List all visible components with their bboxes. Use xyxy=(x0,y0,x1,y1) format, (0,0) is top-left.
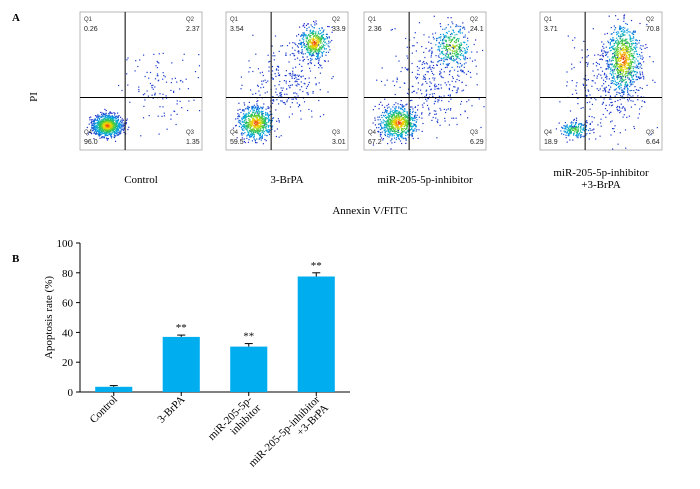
density-dots xyxy=(232,20,334,145)
flow-x-axis-label: Annexin V/FITC xyxy=(332,205,407,217)
flow-cytometry-plots: Q1 Q2 Q3 Q4 0.26 2.37 1.35 96.0 Control Q1 Q2 Q3 Q4 3… xyxy=(79,11,663,191)
quadrant-value-q2: 2.37 xyxy=(186,26,200,33)
flow-plot-label: miR-205-5p-inhibitor +3-BrPA xyxy=(553,167,649,191)
panel-a-letter: A xyxy=(12,12,20,24)
quadrant-value-q1: 3.71 xyxy=(544,26,558,33)
apoptosis-bar-chart: 0 20 40 60 80 100 Apoptosis rate (%) Control ** 3… xyxy=(43,238,350,478)
quadrant-name-q3: Q3 xyxy=(646,130,655,136)
flow-plot: Q1 Q2 Q3 Q4 0.26 2.37 1.35 96.0 Control xyxy=(79,11,203,186)
quadrant-value-q3: 6.64 xyxy=(646,139,660,146)
flow-plot: Q1 Q2 Q3 Q4 3.71 70.8 6.64 18.9 miR-205-5p-inhib… xyxy=(539,11,663,191)
quadrant-name-q3: Q3 xyxy=(186,130,195,136)
y-tick-label: 40 xyxy=(62,327,74,339)
significance-marker: ** xyxy=(243,331,254,343)
quadrant-value-q3: 1.35 xyxy=(186,139,200,146)
quadrant-value-q4: 59.5 xyxy=(230,139,244,146)
density-dots xyxy=(372,15,485,150)
quadrant-name-q2: Q2 xyxy=(332,17,341,23)
x-tick-label: miR-205-5p-inhibitor xyxy=(206,393,264,451)
flow-plot: Q1 Q2 Q3 Q4 2.36 24.1 6.29 67.2 miR-205-5p-inhib… xyxy=(363,11,487,186)
quadrant-value-q3: 3.01 xyxy=(332,139,346,146)
flow-plot-frame xyxy=(79,11,203,151)
quadrant-value-q1: 2.36 xyxy=(368,26,382,33)
quadrant-name-q4: Q4 xyxy=(230,130,239,136)
significance-marker: ** xyxy=(311,260,322,272)
flow-y-axis-label: PI xyxy=(28,92,40,102)
quadrant-name-q1: Q1 xyxy=(368,17,377,23)
flow-plot-frame xyxy=(539,11,663,151)
quadrant-value-q3: 6.29 xyxy=(470,139,484,146)
flow-plot-frame xyxy=(225,11,349,151)
quadrant-value-q2: 33.9 xyxy=(332,26,346,33)
quadrant-name-q4: Q4 xyxy=(544,130,553,136)
bar xyxy=(95,386,133,392)
bar xyxy=(297,276,335,392)
quadrant-name-q1: Q1 xyxy=(230,17,239,23)
flow-plot: Q1 Q2 Q3 Q4 3.54 33.9 3.01 59.5 3-BrPA xyxy=(225,11,349,186)
quadrant-name-q4: Q4 xyxy=(84,130,93,136)
y-tick-label: 0 xyxy=(68,387,74,399)
flow-plot-label: miR-205-5p-inhibitor xyxy=(377,174,473,186)
quadrant-value-q2: 24.1 xyxy=(470,26,484,33)
y-tick-label: 20 xyxy=(62,357,74,369)
x-tick-label: miR-205-5p-inhibitor+3-BrPA xyxy=(246,393,331,478)
quadrant-value-q4: 67.2 xyxy=(368,139,382,146)
bar xyxy=(230,346,268,392)
quadrant-value-q4: 96.0 xyxy=(84,139,98,146)
bar xyxy=(162,336,200,392)
y-tick-label: 60 xyxy=(62,298,74,310)
quadrant-name-q2: Q2 xyxy=(186,17,195,23)
density-dots xyxy=(86,52,201,142)
quadrant-value-q4: 18.9 xyxy=(544,139,558,146)
quadrant-name-q1: Q1 xyxy=(84,17,93,23)
y-tick-label: 80 xyxy=(62,268,74,280)
quadrant-name-q1: Q1 xyxy=(544,17,553,23)
quadrant-value-q1: 3.54 xyxy=(230,26,244,33)
quadrant-name-q2: Q2 xyxy=(646,17,655,23)
flow-plot-label: Control xyxy=(124,174,158,186)
x-tick-label: Control xyxy=(88,394,120,426)
x-tick-label: 3-BrPA xyxy=(155,394,187,426)
panel-b-letter: B xyxy=(12,253,20,265)
flow-plot-label: 3-BrPA xyxy=(270,174,303,186)
significance-marker: ** xyxy=(176,322,187,334)
quadrant-name-q3: Q3 xyxy=(470,130,479,136)
y-tick-label: 100 xyxy=(57,238,74,250)
quadrant-value-q1: 0.26 xyxy=(84,26,98,33)
quadrant-value-q2: 70.8 xyxy=(646,26,660,33)
y-axis-label: Apoptosis rate (%) xyxy=(43,276,55,359)
quadrant-name-q4: Q4 xyxy=(368,130,377,136)
quadrant-name-q3: Q3 xyxy=(332,130,341,136)
quadrant-name-q2: Q2 xyxy=(470,17,479,23)
